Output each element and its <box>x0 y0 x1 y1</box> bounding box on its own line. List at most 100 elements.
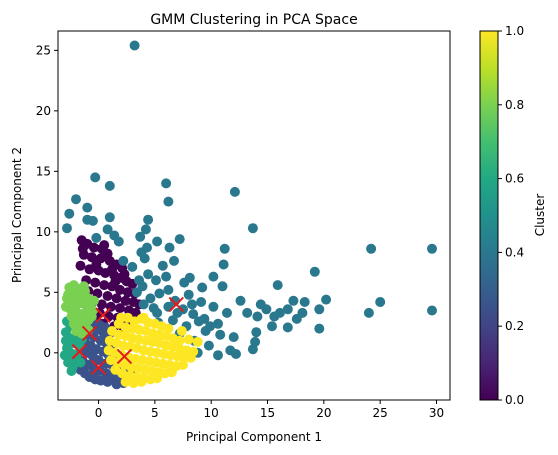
y-tick-label: 0 <box>43 346 51 360</box>
centroid-marker <box>71 343 88 360</box>
data-point-cluster-0 <box>120 295 131 306</box>
y-axis-label: Principal Component 2 <box>10 147 24 283</box>
data-point-cluster-2 <box>188 309 199 320</box>
data-point-cluster-2 <box>222 307 232 318</box>
colorbar <box>479 30 499 401</box>
centroid-marker <box>168 296 184 313</box>
data-point-cluster-5 <box>120 376 131 387</box>
data-point-cluster-5 <box>174 335 185 346</box>
data-point-cluster-0 <box>99 240 110 251</box>
data-point-cluster-0 <box>115 284 125 295</box>
data-point-cluster-5 <box>116 312 127 323</box>
data-point-cluster-5 <box>166 367 177 378</box>
data-point-cluster-2 <box>113 236 124 247</box>
data-point-cluster-5 <box>128 378 139 389</box>
data-point-cluster-4 <box>62 293 72 304</box>
x-tick-label: 20 <box>316 406 331 420</box>
data-point-cluster-4 <box>60 301 71 312</box>
data-point-cluster-2 <box>235 295 246 306</box>
data-point-cluster-2 <box>62 223 72 234</box>
centroid-markers-layer <box>71 296 184 376</box>
data-point-cluster-0 <box>102 291 113 301</box>
data-point-cluster-0 <box>91 259 102 270</box>
y-tick-label: 15 <box>36 164 51 178</box>
data-point-cluster-2 <box>208 271 219 282</box>
colorbar-tick-label: 0.6 <box>505 172 524 186</box>
data-point-cluster-3 <box>59 350 70 361</box>
data-point-cluster-2 <box>183 289 194 300</box>
data-point-cluster-2 <box>118 255 129 266</box>
data-point-cluster-0 <box>111 293 122 304</box>
y-tick-label: 5 <box>43 285 51 299</box>
data-point-cluster-0 <box>89 242 99 253</box>
data-point-cluster-2 <box>231 349 241 359</box>
x-axis-ticks: 0 5 10 15 20 25 30 <box>95 400 444 420</box>
data-point-cluster-2 <box>143 269 154 280</box>
x-tick-label: 15 <box>260 406 275 420</box>
data-point-cluster-2 <box>261 304 272 315</box>
data-point-cluster-2 <box>167 315 178 326</box>
data-point-cluster-5 <box>152 373 163 384</box>
data-point-cluster-2 <box>163 196 174 207</box>
data-point-cluster-2 <box>87 215 98 226</box>
data-point-cluster-2 <box>172 307 183 318</box>
data-point-cluster-2 <box>203 340 214 351</box>
data-point-cluster-2 <box>218 259 229 270</box>
centroid-marker <box>95 307 111 324</box>
data-point-cluster-5 <box>163 323 174 334</box>
data-point-cluster-2 <box>90 172 101 183</box>
data-point-cluster-2 <box>196 297 207 307</box>
x-tick-label: 30 <box>429 406 444 420</box>
data-point-cluster-2 <box>427 305 437 316</box>
data-point-cluster-2 <box>135 231 146 242</box>
data-point-cluster-2 <box>197 282 208 293</box>
data-point-cluster-2 <box>163 301 174 312</box>
data-point-cluster-2 <box>228 332 239 343</box>
data-point-cluster-2 <box>309 266 320 277</box>
data-point-cluster-2 <box>102 224 113 235</box>
plot-area <box>59 40 437 390</box>
data-point-cluster-2 <box>139 253 150 264</box>
data-point-cluster-2 <box>163 284 174 295</box>
data-point-cluster-0 <box>75 260 86 271</box>
x-tick-label: 10 <box>204 406 219 420</box>
colorbar-label: Cluster <box>533 194 547 237</box>
data-point-cluster-2 <box>314 304 325 315</box>
colorbar-tick-label: 1.0 <box>505 24 524 38</box>
data-point-cluster-2 <box>157 260 168 271</box>
data-point-cluster-2 <box>213 318 223 329</box>
data-point-cluster-2 <box>252 311 263 322</box>
colorbar-tick-label: 0.4 <box>505 245 524 259</box>
data-point-cluster-0 <box>107 264 118 275</box>
data-point-cluster-2 <box>247 344 258 355</box>
x-axis-label: Principal Component 1 <box>186 430 322 444</box>
data-point-cluster-2 <box>229 186 240 197</box>
data-point-cluster-2 <box>321 294 332 305</box>
data-point-cluster-2 <box>145 293 156 304</box>
data-point-cluster-5 <box>176 326 187 336</box>
data-point-cluster-2 <box>217 281 228 292</box>
data-point-cluster-2 <box>242 307 253 318</box>
data-point-cluster-4 <box>89 295 99 306</box>
data-point-cluster-5 <box>178 359 188 370</box>
data-point-cluster-5 <box>185 352 196 363</box>
data-point-cluster-2 <box>375 297 386 307</box>
data-point-cluster-2 <box>187 299 197 310</box>
colorbar-tick-label: 0.8 <box>505 98 524 112</box>
data-point-cluster-2 <box>71 194 81 205</box>
data-point-cluster-2 <box>314 323 325 334</box>
data-point-cluster-2 <box>148 303 159 314</box>
data-point-cluster-2 <box>366 243 377 254</box>
data-point-cluster-0 <box>115 303 125 314</box>
y-tick-label: 10 <box>36 225 51 239</box>
data-point-cluster-5 <box>183 334 194 345</box>
centroid-marker <box>81 325 98 342</box>
data-point-cluster-0 <box>119 269 130 280</box>
data-point-cluster-2 <box>143 214 154 225</box>
x-tick-label: 25 <box>373 406 388 420</box>
centroid-marker <box>116 348 133 365</box>
data-point-cluster-2 <box>179 277 190 288</box>
y-tick-label: 20 <box>36 104 51 118</box>
data-point-cluster-2 <box>161 178 172 189</box>
data-point-cluster-2 <box>174 234 185 245</box>
